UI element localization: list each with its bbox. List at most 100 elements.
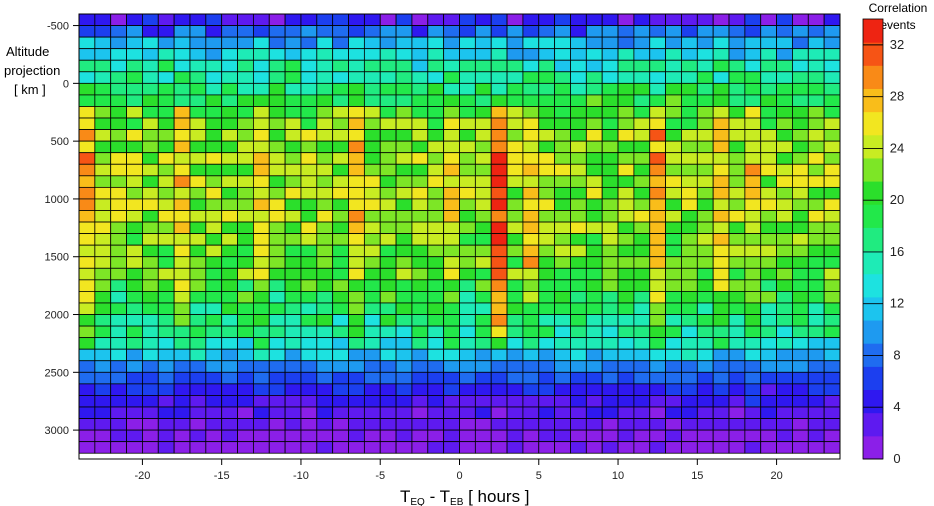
y-tick-label: 0	[63, 78, 69, 90]
heatmap-cell	[474, 291, 492, 304]
heatmap-cell	[142, 94, 159, 107]
heatmap-cell	[221, 94, 238, 107]
heatmap-cell	[363, 140, 381, 154]
heatmap-cell	[760, 348, 777, 362]
heatmap-cell	[110, 314, 127, 327]
heatmap-cell	[585, 244, 603, 258]
heatmap-cell	[379, 406, 397, 419]
heatmap-cell	[221, 163, 238, 177]
heatmap-cell	[142, 221, 159, 235]
heatmap-cell	[792, 175, 809, 188]
heatmap-cell	[205, 163, 223, 177]
heatmap-cell	[427, 302, 445, 315]
heatmap-cell	[459, 106, 476, 119]
heatmap-cell	[617, 140, 635, 154]
heatmap-cell	[696, 348, 714, 362]
heatmap-cell	[665, 25, 682, 38]
heatmap-cell	[665, 348, 682, 362]
heatmap-cell	[776, 383, 793, 396]
heatmap-cell	[681, 94, 698, 107]
heatmap-cell	[617, 244, 635, 258]
heatmap-cell	[617, 94, 635, 107]
heatmap-cell	[538, 94, 556, 107]
heatmap-cell	[221, 48, 238, 61]
heatmap-cell	[792, 117, 809, 130]
heatmap-cell	[459, 418, 476, 431]
heatmap-cell	[332, 82, 349, 96]
heatmap-cell	[665, 140, 682, 154]
heatmap-cell	[268, 129, 286, 142]
heatmap-cell	[665, 279, 682, 292]
heatmap-cell	[427, 82, 445, 96]
heatmap-cell	[617, 406, 635, 419]
heatmap-cell	[332, 325, 349, 339]
heatmap-cell	[94, 418, 112, 431]
heatmap-cell	[221, 267, 238, 281]
heatmap-cell	[506, 429, 524, 443]
heatmap-cell	[443, 233, 460, 246]
heatmap-cell	[823, 129, 841, 142]
heatmap-cell	[379, 302, 397, 315]
heatmap-cell	[142, 302, 159, 315]
heatmap-cell	[570, 59, 587, 73]
heatmap-cell	[157, 117, 175, 130]
heatmap-cell	[665, 302, 682, 315]
heatmap-cell	[665, 325, 682, 339]
heatmap-cell	[237, 140, 254, 154]
heatmap-cell	[443, 106, 460, 119]
heatmap-cell	[221, 36, 238, 50]
heatmap-cell	[411, 337, 429, 350]
heatmap-cell	[363, 13, 381, 26]
heatmap-cell	[760, 48, 777, 61]
heatmap-cell	[792, 244, 809, 258]
heatmap-cell	[601, 210, 619, 223]
heatmap-cell	[681, 256, 698, 269]
heatmap-cell	[205, 371, 223, 385]
heatmap-cell	[363, 291, 381, 304]
heatmap-cell	[126, 163, 143, 177]
heatmap-cell	[554, 279, 571, 292]
heatmap-cell	[617, 186, 635, 200]
heatmap-cell	[379, 152, 397, 165]
heatmap-cell	[379, 429, 397, 443]
heatmap-cell	[490, 152, 508, 165]
heatmap-cell	[506, 59, 524, 73]
heatmap-cell	[522, 360, 540, 373]
heatmap-cell	[633, 186, 651, 200]
heatmap-cell	[601, 429, 619, 443]
heatmap-cell	[570, 198, 587, 211]
heatmap-cell	[221, 383, 238, 396]
heatmap-cell	[379, 291, 397, 304]
heatmap-cell	[681, 13, 698, 26]
heatmap-cell	[554, 82, 571, 96]
heatmap-cell	[696, 13, 714, 26]
heatmap-cell	[554, 383, 571, 396]
heatmap-cell	[173, 267, 191, 281]
heatmap-cell	[268, 94, 286, 107]
heatmap-cell	[189, 267, 207, 281]
heatmap-cell	[252, 233, 270, 246]
heatmap-cell	[173, 395, 191, 408]
heatmap-cell	[110, 59, 127, 73]
heatmap-cell	[443, 25, 460, 38]
heatmap-cell	[459, 13, 476, 26]
heatmap-cell	[570, 36, 587, 50]
heatmap-cell	[395, 244, 413, 258]
heatmap-cell	[363, 233, 381, 246]
heatmap-cell	[94, 244, 112, 258]
heatmap-cell	[617, 418, 635, 431]
heatmap-cell	[570, 325, 587, 339]
heatmap-cell	[601, 418, 619, 431]
heatmap-cell	[601, 244, 619, 258]
heatmap-cell	[110, 13, 127, 26]
heatmap-cell	[363, 418, 381, 431]
heatmap-cell	[665, 152, 682, 165]
heatmap-cell	[94, 406, 112, 419]
heatmap-cell	[221, 279, 238, 292]
heatmap-cell	[760, 163, 777, 177]
heatmap-cell	[570, 129, 587, 142]
heatmap-cell	[332, 129, 349, 142]
heatmap-cell	[522, 36, 540, 50]
heatmap-cell	[554, 291, 571, 304]
heatmap-cell	[252, 140, 270, 154]
